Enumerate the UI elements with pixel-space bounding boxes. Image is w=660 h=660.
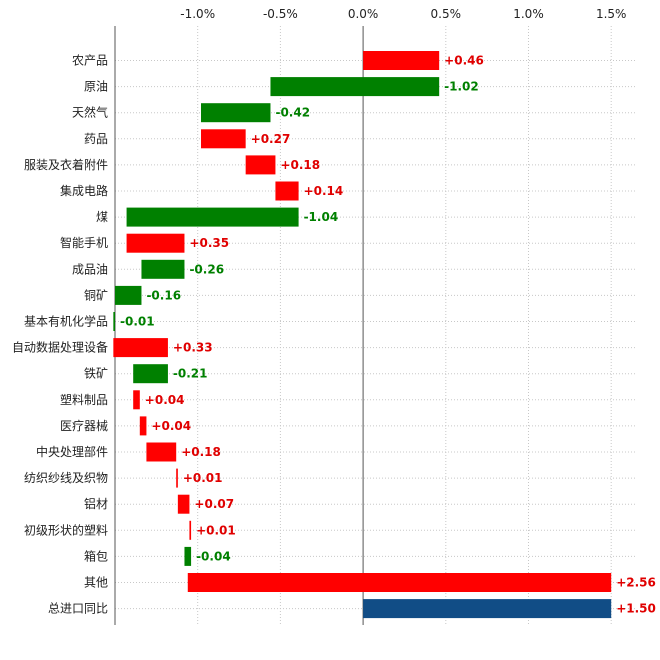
bars <box>113 51 612 619</box>
category-label: 集成电路 <box>60 183 108 198</box>
category-label: 铝材 <box>84 496 108 511</box>
value-label: -0.21 <box>173 367 208 381</box>
value-label: +0.04 <box>151 419 191 433</box>
category-label: 自动数据处理设备 <box>12 340 108 355</box>
value-label: +0.14 <box>304 184 344 198</box>
category-label: 纺织纱线及织物 <box>24 471 108 485</box>
category-label: 箱包 <box>84 548 108 563</box>
category-label: 铜矿 <box>84 287 108 302</box>
category-label: 原油 <box>84 80 108 94</box>
category-label: 总进口同比 <box>48 602 108 616</box>
category-label: 塑料制品 <box>60 392 108 407</box>
bar <box>133 364 168 384</box>
category-label: 天然气 <box>72 105 108 120</box>
value-label: -0.04 <box>196 549 231 563</box>
bar <box>126 207 299 227</box>
bar <box>270 77 440 97</box>
category-labels: 农产品原油天然气药品服装及衣着附件集成电路煤智能手机成品油铜矿基本有机化学品自动… <box>12 54 108 616</box>
category-label: 农产品 <box>72 54 108 68</box>
value-label: +0.01 <box>183 471 223 485</box>
value-label: +0.46 <box>444 54 484 68</box>
bar <box>141 259 185 279</box>
bar <box>189 520 192 540</box>
value-label: -1.02 <box>444 80 479 94</box>
value-label: -0.42 <box>275 106 310 120</box>
value-label: +2.56 <box>616 576 656 590</box>
x-tick-label: -0.5% <box>263 7 298 21</box>
bar <box>184 546 192 566</box>
category-label: 基本有机化学品 <box>24 314 108 329</box>
value-label: +0.33 <box>173 341 213 355</box>
bar <box>363 599 612 619</box>
value-labels: +0.46 -1.02 -0.42 +0.27 +0.18 +0.14 -1.04 +0.35… <box>120 54 656 616</box>
value-label: -0.01 <box>120 315 155 329</box>
value-label: +0.27 <box>251 132 291 146</box>
category-label: 服装及衣着附件 <box>24 157 108 172</box>
bar <box>363 51 440 70</box>
bar <box>187 573 612 592</box>
value-label: +0.01 <box>196 523 236 537</box>
bar <box>113 338 168 358</box>
bar <box>133 390 140 410</box>
x-tick-label: 0.5% <box>431 7 462 21</box>
x-tick-labels: -1.0% -0.5% 0.0% 0.5% 1.0% 1.5% <box>180 7 626 21</box>
category-label: 其他 <box>84 576 108 590</box>
bar <box>201 129 246 149</box>
x-tick-label: 1.5% <box>596 7 627 21</box>
bar <box>139 416 147 436</box>
category-label: 煤 <box>96 210 108 224</box>
value-label: -0.16 <box>146 288 181 302</box>
value-label: -0.26 <box>189 262 224 276</box>
bar <box>177 494 190 514</box>
bar <box>126 233 185 253</box>
bar <box>115 285 142 305</box>
bar <box>245 155 276 175</box>
category-label: 成品油 <box>72 262 108 276</box>
value-label: +0.18 <box>181 445 221 459</box>
bar <box>146 442 177 462</box>
x-tick-label: 1.0% <box>513 7 544 21</box>
x-tick-label: 0.0% <box>348 7 379 21</box>
value-label: -1.04 <box>304 210 339 224</box>
value-label: +0.04 <box>145 393 185 407</box>
value-label: +1.50 <box>616 602 656 616</box>
bar <box>275 181 299 201</box>
category-label: 铁矿 <box>84 367 108 381</box>
value-label: +0.18 <box>280 158 320 172</box>
grid-lines <box>115 26 636 625</box>
bar <box>201 103 271 123</box>
category-label: 初级形状的塑料 <box>24 522 108 537</box>
value-label: +0.07 <box>194 497 234 511</box>
bar <box>176 468 178 488</box>
value-label: +0.35 <box>189 236 229 250</box>
x-tick-label: -1.0% <box>180 7 215 21</box>
bar <box>113 312 115 331</box>
category-label: 医疗器械 <box>60 418 108 433</box>
category-label: 智能手机 <box>60 235 108 250</box>
category-label: 药品 <box>84 132 108 146</box>
category-label: 中央处理部件 <box>36 444 108 459</box>
